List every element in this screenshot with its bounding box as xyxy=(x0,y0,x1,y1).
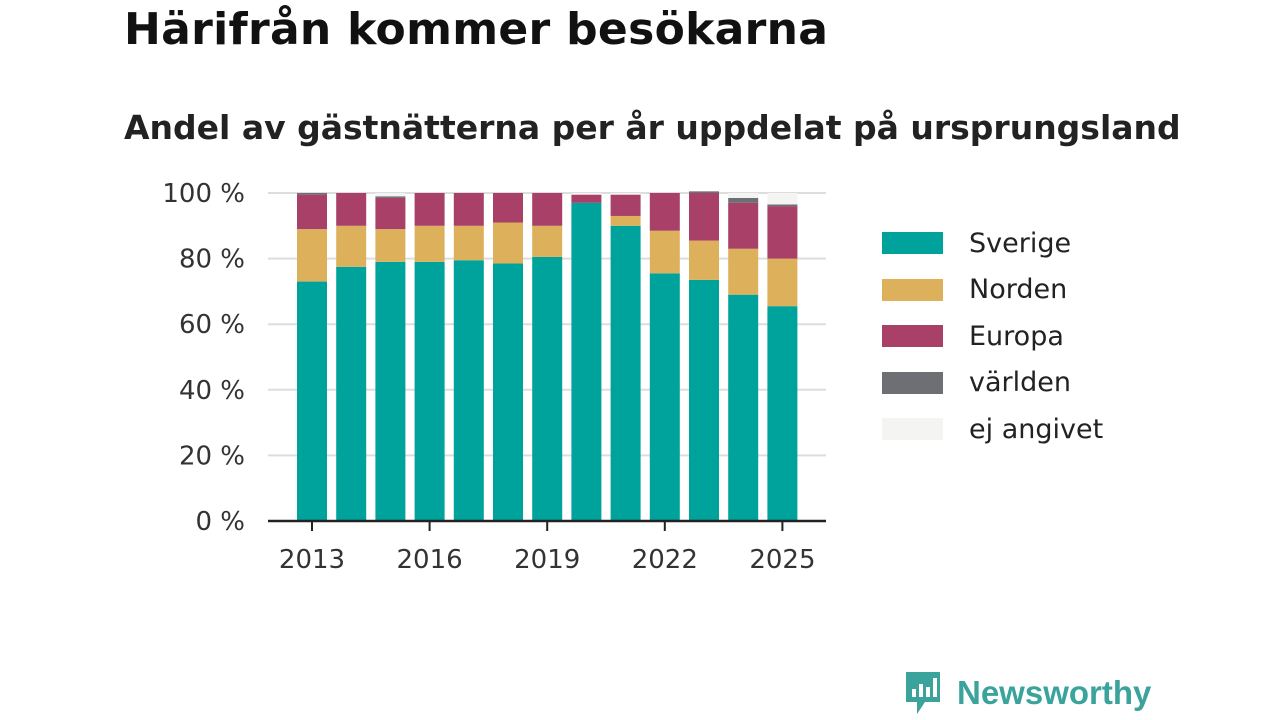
bar-stack-2018 xyxy=(493,193,523,521)
y-tick-labels: 0 % 20 % 40 % 60 % 80 % 100 % xyxy=(162,179,245,537)
legend-swatch xyxy=(882,278,943,301)
bar-norden-2022 xyxy=(649,230,680,274)
bar-europa-2018 xyxy=(493,193,523,223)
y-tick-label: 60 % xyxy=(179,310,245,340)
bar-europa-2022 xyxy=(649,193,680,231)
bar-norden-2016 xyxy=(414,225,445,262)
bars xyxy=(297,191,798,522)
bar-europa-2024 xyxy=(728,202,759,249)
bar-stack-2021 xyxy=(610,193,641,522)
bar-sverige-2017 xyxy=(453,260,484,521)
bar-sverige-2023 xyxy=(689,279,719,521)
x-tick-label: 2019 xyxy=(514,545,580,575)
bar-sverige-2025 xyxy=(767,306,798,521)
bar-europa-2020 xyxy=(571,194,602,203)
bar-ej-angivet-2015 xyxy=(375,193,406,197)
bar-europa-2017 xyxy=(453,193,484,226)
bar-europa-2025 xyxy=(767,206,798,259)
newsworthy-logo: Newsworthy xyxy=(903,670,1151,716)
bar-stack-2025 xyxy=(767,193,798,521)
bar-stack-2013 xyxy=(297,193,327,521)
bar-sverige-2013 xyxy=(297,281,327,521)
legend-label: Norden xyxy=(969,274,1068,306)
bar-europa-2014 xyxy=(336,193,367,226)
bar-sverige-2024 xyxy=(728,294,759,521)
bar-sverige-2018 xyxy=(493,263,523,521)
legend-swatch xyxy=(882,325,943,348)
legend-swatch xyxy=(882,371,943,394)
bar-europa-2016 xyxy=(414,193,445,226)
bar-världen-2023 xyxy=(689,191,719,193)
x-tick-label: 2022 xyxy=(632,545,698,575)
brand-name: Newsworthy xyxy=(957,674,1152,711)
y-tick-label: 40 % xyxy=(179,376,245,406)
bar-sverige-2022 xyxy=(649,273,680,521)
chart-subtitle: Andel av gästnätterna per år uppdelat på… xyxy=(124,108,1181,147)
bar-norden-2019 xyxy=(532,225,563,257)
legend-item-världen: världen xyxy=(882,360,1103,407)
bar-norden-2024 xyxy=(728,248,759,295)
legend-label: Europa xyxy=(969,320,1064,352)
bar-ej-angivet-2021 xyxy=(610,193,641,195)
bar-stack-2022 xyxy=(649,193,680,521)
chart-title: Härifrån kommer besökarna xyxy=(124,4,829,55)
bar-europa-2019 xyxy=(532,193,563,226)
y-tick-label: 100 % xyxy=(162,179,245,209)
bar-ej-angivet-2020 xyxy=(571,193,602,195)
legend-item-ej-angivet: ej angivet xyxy=(882,406,1103,453)
bar-världen-2013 xyxy=(297,193,327,195)
bar-sverige-2015 xyxy=(375,261,406,521)
bar-norden-2014 xyxy=(336,225,367,267)
bar-sverige-2019 xyxy=(532,256,563,521)
bar-norden-2025 xyxy=(767,258,798,307)
bar-stack-2014 xyxy=(336,193,367,521)
bar-världen-2025 xyxy=(767,204,798,207)
y-tick-label: 80 % xyxy=(179,245,245,275)
x-tick-label: 2016 xyxy=(397,545,463,575)
bar-stack-2017 xyxy=(453,193,484,521)
x-tick-label: 2025 xyxy=(749,545,815,575)
axes xyxy=(268,519,826,531)
bar-sverige-2020 xyxy=(571,202,602,521)
bar-ej-angivet-2024 xyxy=(728,193,759,198)
bar-norden-2017 xyxy=(453,225,484,261)
bar-stack-2015 xyxy=(375,193,406,521)
bar-världen-2024 xyxy=(728,197,759,203)
legend-swatch xyxy=(882,232,943,255)
bar-stack-2023 xyxy=(689,191,719,521)
bar-norden-2018 xyxy=(493,222,523,264)
bar-europa-2013 xyxy=(297,194,327,230)
newsworthy-logo-icon xyxy=(906,672,940,714)
bar-europa-2021 xyxy=(610,194,641,216)
y-tick-label: 20 % xyxy=(179,441,245,471)
bar-stack-2016 xyxy=(414,193,445,521)
bar-världen-2015 xyxy=(375,196,406,198)
bar-ej-angivet-2025 xyxy=(767,193,798,205)
legend-label: världen xyxy=(969,367,1071,399)
legend-item-sverige: Sverige xyxy=(882,220,1103,267)
bar-sverige-2014 xyxy=(336,266,367,521)
legend: Sverige Norden Europa världen ej angivet xyxy=(882,220,1103,453)
y-tick-label: 0 % xyxy=(195,507,245,537)
bar-sverige-2016 xyxy=(414,261,445,521)
legend-item-europa: Europa xyxy=(882,313,1103,360)
bar-stack-2020 xyxy=(571,193,602,521)
bar-stack-2024 xyxy=(728,193,759,521)
legend-item-norden: Norden xyxy=(882,267,1103,314)
legend-swatch xyxy=(882,418,943,441)
legend-label: Sverige xyxy=(969,227,1072,259)
bar-norden-2021 xyxy=(610,215,641,226)
bar-europa-2023 xyxy=(689,193,719,241)
bar-stack-2019 xyxy=(532,193,563,521)
legend-label: ej angivet xyxy=(969,413,1104,445)
x-tick-label: 2013 xyxy=(279,545,345,575)
bar-norden-2013 xyxy=(297,229,327,282)
bar-sverige-2021 xyxy=(610,225,641,522)
bar-norden-2023 xyxy=(689,240,719,280)
bar-norden-2015 xyxy=(375,229,406,262)
x-tick-labels: 2013 2016 2019 2022 2025 xyxy=(279,545,816,575)
bar-europa-2015 xyxy=(375,197,406,230)
